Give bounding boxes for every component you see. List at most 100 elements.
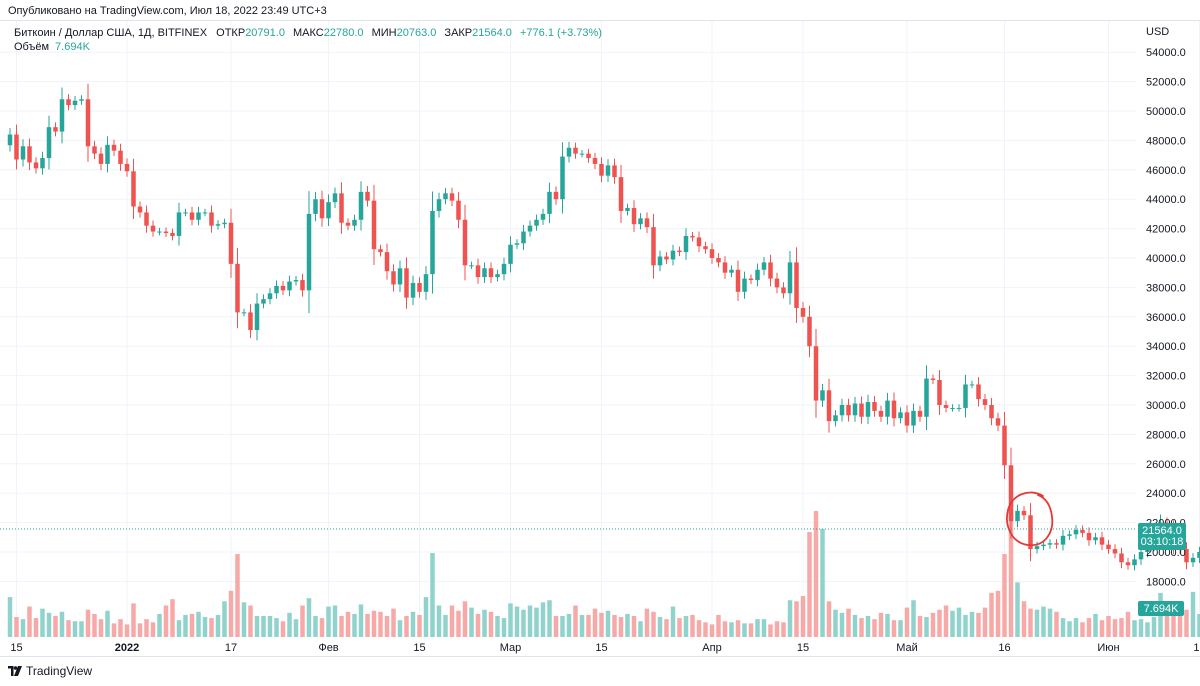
volume-bar — [1093, 613, 1098, 637]
volume-bar — [449, 605, 455, 637]
candle-body — [807, 316, 812, 347]
volume-bar — [241, 602, 247, 637]
price-axis[interactable]: 18000.020000.022000.024000.026000.028000… — [1146, 47, 1186, 588]
candle-body — [92, 146, 97, 154]
volume-bar — [800, 596, 806, 637]
volume-bar — [566, 613, 572, 637]
price-tick-label: 40000.0 — [1146, 253, 1186, 265]
volume-bar — [878, 612, 884, 637]
volume-bar — [85, 609, 91, 637]
volume-bar — [1047, 608, 1053, 637]
time-tick-label: Фев — [318, 642, 338, 654]
volume-bar — [917, 616, 923, 637]
candle-body — [150, 225, 156, 232]
candle-body — [644, 218, 650, 228]
volume-bar — [1106, 616, 1111, 637]
candle-body — [443, 193, 448, 200]
volume-bar — [820, 528, 825, 637]
candle-body — [911, 410, 916, 426]
candle-body — [605, 165, 611, 176]
volume-bar — [716, 614, 721, 637]
volume-bar — [469, 607, 474, 637]
candle-body — [904, 412, 910, 426]
candle-body — [33, 162, 39, 169]
candle-body — [885, 400, 890, 417]
candle-body — [436, 199, 442, 211]
candle-body — [963, 384, 968, 408]
candle-body — [521, 231, 526, 244]
close-value: 21564.0 — [472, 27, 512, 39]
volume-bar — [514, 606, 520, 637]
candle-body — [1132, 559, 1137, 566]
candle-body — [956, 407, 962, 409]
candle-body — [1080, 529, 1085, 533]
volume-bar — [755, 619, 760, 637]
volume-bar — [430, 553, 435, 637]
candle-body — [891, 400, 897, 419]
volume-bar — [111, 623, 117, 637]
volume-bar — [631, 616, 637, 637]
candle-body — [943, 405, 949, 408]
symbol-title[interactable]: Биткоин / Доллар США, 1Д, BITFINEX — [14, 27, 208, 39]
volume-bar — [982, 607, 988, 637]
candle-body — [1021, 510, 1027, 516]
volume-bar — [53, 616, 58, 637]
volume-bar — [1138, 619, 1144, 637]
candle-body — [839, 405, 845, 416]
volume-bar — [1086, 618, 1092, 637]
volume-bar — [781, 622, 786, 637]
brand-footer[interactable]: TradingView — [8, 664, 92, 678]
volume-bar — [261, 616, 266, 637]
tradingview-logo-icon — [8, 666, 22, 676]
candle-body — [696, 237, 702, 247]
time-axis[interactable]: 15202217Фев15Мар15Апр15Май16Июн15Июл18Ав… — [10, 642, 1200, 654]
price-tick-label: 54000.0 — [1146, 47, 1186, 59]
volume-bar — [1119, 618, 1124, 637]
candle-body — [774, 278, 780, 288]
candle-body — [313, 199, 318, 214]
candle-body — [761, 262, 767, 270]
candle-body — [865, 402, 871, 417]
time-tick-label: Мар — [500, 642, 522, 654]
candle-body — [976, 384, 981, 400]
open-label: ОТКР — [216, 27, 246, 39]
volume-bar — [150, 622, 156, 637]
candle-body — [352, 219, 357, 226]
volume-bar — [605, 610, 611, 637]
volume-bar — [365, 613, 370, 637]
candle-body — [859, 403, 864, 417]
candle-body — [254, 303, 260, 331]
candle-body — [1093, 537, 1098, 541]
candle-body — [547, 191, 552, 214]
volume-bar — [625, 613, 630, 637]
currency-label: USD — [1146, 26, 1169, 38]
volume-value: 7.694K — [55, 41, 90, 53]
volume-bar — [98, 619, 104, 637]
candle-body — [690, 235, 695, 238]
candle-body — [111, 144, 117, 151]
candle-body — [14, 134, 19, 160]
volume-bar — [826, 601, 832, 637]
candle-body — [664, 256, 669, 260]
price-tick-label: 32000.0 — [1146, 371, 1186, 383]
candle-body — [800, 307, 806, 317]
volume-bar — [560, 616, 565, 637]
candle-body — [410, 282, 416, 298]
volume-bar — [495, 616, 500, 637]
volume-label[interactable]: Объём — [14, 41, 50, 53]
candle-body — [274, 285, 279, 294]
candle-body — [553, 191, 559, 200]
candle-body — [235, 263, 240, 313]
volume-bar — [1112, 619, 1118, 637]
candle-body — [709, 249, 715, 258]
volume-bar — [92, 613, 97, 637]
candle-body — [852, 403, 858, 416]
volume-bar — [696, 620, 702, 637]
candle-body — [527, 225, 533, 232]
candle-body — [339, 193, 344, 223]
volume-bar — [176, 620, 182, 637]
volume-bar — [1184, 609, 1189, 637]
volume-bar — [462, 601, 468, 637]
volume-bar — [904, 607, 910, 637]
